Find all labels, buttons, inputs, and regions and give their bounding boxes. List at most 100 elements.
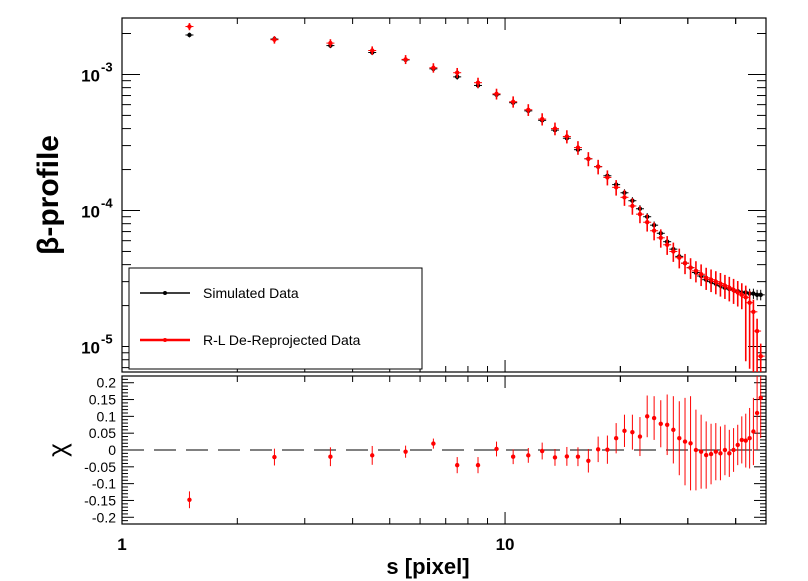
x-tick-label: 10 [496,535,515,554]
residual-point [693,447,699,453]
legend-label-simulated: Simulated Data [203,285,299,301]
data-point [272,37,277,42]
main-y-axis-label: β-profile [32,135,65,255]
residual-y-axis-label: χ [42,443,72,457]
residual-point [677,436,682,441]
y-tick-label-res: 0.05 [89,425,116,441]
residual-point [564,454,570,459]
data-point [403,57,408,62]
data-point [431,65,436,70]
legend: Simulated Data R-L De-Reprojected Data [128,267,423,370]
residual-point [552,455,558,460]
series-rl [185,23,765,372]
y-tick-label: 10 [81,339,100,358]
residual-point [526,453,531,458]
data-point [575,145,581,150]
data-point [370,48,375,53]
x-tick-label: 1 [117,535,126,554]
data-point [677,255,682,260]
residual-axes: 1 10 0.20.150.10.050-0.05-0.1-0.15-0.2 [84,375,766,554]
residual-point [494,446,499,452]
residual-point [739,437,744,443]
residual-point [722,447,728,453]
residual-point [637,434,643,439]
data-point [328,40,333,46]
residual-point [575,454,581,459]
y-tick-label-res: 0.2 [97,375,117,391]
data-point [622,195,627,200]
data-point [658,235,663,241]
data-point [187,24,192,29]
residual-point [682,439,688,444]
residual-point [751,429,756,434]
residual-point [688,441,693,446]
residual-point [475,462,481,468]
residual-point [644,414,650,419]
data-point [637,211,643,217]
legend-entry-simulated: Simulated Data [140,285,299,301]
data-point [605,175,610,180]
residual-point [754,410,760,416]
legend-label-rl: R-L De-Reprojected Data [203,332,361,348]
residual-point [713,449,719,454]
legend-entry-rl: R-L De-Reprojected Data [140,332,361,348]
residual-point [539,448,545,454]
data-point [731,287,736,293]
data-point [739,292,744,298]
residual-point [586,458,591,463]
data-point [727,285,732,291]
main-plot-frame [121,17,767,373]
x-axis-label: s [pixel] [386,554,469,579]
residual-point [727,451,732,456]
data-point [688,265,693,270]
residual-point [605,447,610,452]
data-point [552,126,558,131]
residual-point [731,447,736,453]
data-point [564,134,570,139]
data-point [758,353,763,359]
y-tick-label-res: -0.05 [84,459,116,475]
residual-point [613,436,619,441]
series-simulated [185,32,765,301]
data-point [698,272,704,277]
data-point [644,220,650,225]
residual-point [698,449,704,454]
data-point [664,242,670,247]
data-point [758,292,763,298]
y-tick-label-res: -0.15 [84,492,116,508]
data-point [454,70,460,75]
y-tick-label-res: 0.15 [89,392,116,408]
y-tick-exponent: -4 [101,196,113,211]
data-point [693,268,699,274]
y-tick-label: 10 [81,203,100,222]
residual-point [718,451,723,456]
data-point [630,203,635,209]
data-point [475,80,481,85]
data-point [747,300,752,305]
residual-point [703,452,709,458]
residual-point [630,429,635,435]
data-point [743,295,748,300]
residual-point [664,422,670,427]
data-point [722,283,728,288]
y-tick-label: 10 [81,66,100,85]
y-tick-label-res: -0.1 [92,476,116,492]
y-tick-label-res: 0.1 [97,408,117,424]
data-point [539,116,545,122]
data-point [682,260,688,266]
legend-box [128,267,423,370]
y-tick-exponent: -5 [101,332,113,347]
main-axes: 10-310-410-5 [81,18,766,372]
residual-point [403,449,408,454]
residual-point [187,497,192,502]
data-point [735,290,740,295]
data-point [708,277,714,282]
data-point [595,164,601,169]
data-point [586,156,591,161]
data-point [187,32,192,38]
residual-point [272,454,277,460]
y-tick-label-res: 0 [108,442,116,458]
data-point [703,275,709,281]
residual-point [658,421,663,426]
